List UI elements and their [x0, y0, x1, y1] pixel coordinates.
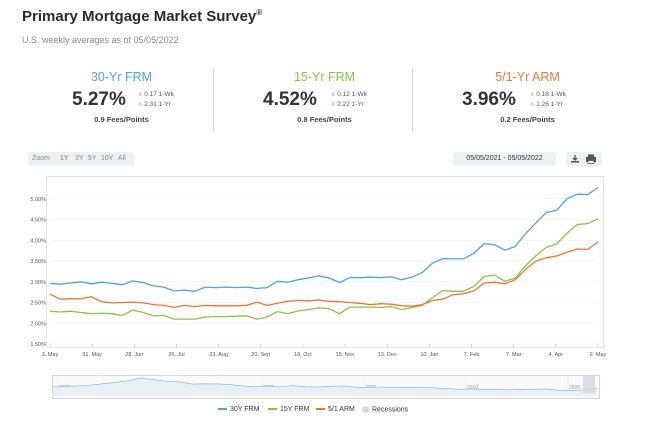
x-tick-label: 4. Apr [549, 352, 564, 358]
up-arrow-icon: ∧ [530, 92, 535, 98]
stat-rate: 3.96% [462, 89, 516, 110]
stat-changes: ∧ 0.18 1-Wk ∧ 1.26 1-Yr [530, 91, 566, 108]
time-navigator[interactable] [52, 375, 600, 399]
y-tick-label: 4.50% [30, 218, 46, 224]
legend-swatch [362, 406, 369, 413]
divider [213, 68, 214, 132]
stat-fees: 0.9 Fees/Points [94, 115, 149, 124]
stat-fees: 0.8 Fees/Points [297, 115, 352, 124]
export-buttons [566, 152, 602, 166]
x-tick-label: 7. Mar [506, 352, 522, 358]
x-tick-label: 31. May [82, 352, 102, 358]
page-subtitle: U.S. weekly averages as of 05/05/2022 [22, 35, 179, 45]
x-tick-label: 13. Dec [378, 352, 397, 358]
up-arrow-icon: ∧ [138, 102, 143, 108]
stat-15yr: 15-Yr FRM 4.52% ∧ 0.12 1-Wk ∧ 2.22 1-Yr … [223, 68, 426, 134]
zoom-label: Zoom [32, 155, 50, 162]
legend-swatch [268, 408, 277, 411]
stat-name: 30-Yr FRM [90, 70, 153, 84]
rate-summary: 30-Yr FRM 5.27% ∧ 0.17 1-Wk ∧ 2.31 1-Yr … [20, 68, 630, 136]
x-tick-label: 20. Sep [251, 352, 270, 358]
zoom-option-5y[interactable]: 5Y [88, 155, 97, 162]
legend-swatch [316, 408, 325, 411]
y-tick-label: 4.00% [30, 238, 46, 244]
stat-arm: 5/1-Yr ARM 3.96% ∧ 0.18 1-Wk ∧ 1.26 1-Yr… [426, 68, 629, 134]
y-tick-label: 1.50% [30, 342, 46, 348]
zoom-option-3y[interactable]: 3Y [75, 155, 84, 162]
x-tick-label: 18. Oct [294, 352, 312, 358]
download-icon[interactable] [571, 155, 579, 163]
up-arrow-icon: ∧ [530, 102, 535, 108]
x-tick-label: 7. Feb [464, 352, 480, 358]
date-range-input[interactable]: 05/05/2021 - 05/05/2022 [453, 152, 556, 166]
up-arrow-icon: ∧ [138, 92, 143, 98]
stat-name: 5/1-Yr ARM [495, 70, 560, 84]
legend-item-arm[interactable]: 5/1 ARM [316, 406, 355, 413]
x-tick-label: 15. Nov [336, 352, 355, 358]
x-tick-label: 3. May [42, 352, 59, 358]
y-tick-label: 3.50% [30, 259, 46, 265]
x-tick-label: 28. Jun [125, 352, 143, 358]
y-tick-label: 3.00% [30, 280, 46, 286]
chart-legend: 30Y FRM 15Y FRM 5/1 ARM Recessions [210, 406, 440, 418]
zoom-option-all[interactable]: All [118, 155, 126, 162]
stat-changes: ∧ 0.12 1-Wk ∧ 2.22 1-Yr [331, 91, 367, 108]
export-icons-svg [571, 154, 596, 164]
x-tick-label: 2. May [590, 352, 607, 358]
x-tick-label: 10. Jan [420, 352, 438, 358]
page-title: Primary Mortgage Market Survey® [22, 8, 263, 25]
x-tick-label: 26. Jul [168, 352, 184, 358]
stat-fees: 0.2 Fees/Points [500, 115, 555, 124]
legend-item-15y[interactable]: 15Y FRM [268, 406, 309, 413]
stat-30yr: 30-Yr FRM 5.27% ∧ 0.17 1-Wk ∧ 2.31 1-Yr … [20, 68, 223, 134]
stat-name: 15-Yr FRM [293, 70, 356, 84]
chart-frame [46, 176, 604, 348]
stat-rate: 4.52% [263, 89, 317, 110]
y-tick-label: 2.00% [30, 321, 46, 327]
stat-rate: 5.27% [72, 89, 126, 110]
zoom-option-10y[interactable]: 10Y [101, 155, 114, 162]
up-arrow-icon: ∧ [331, 92, 336, 98]
zoom-selector: Zoom 1Y 3Y 5Y 10Y All [28, 152, 134, 166]
x-tick-label: 23. Aug [209, 352, 228, 358]
divider [412, 68, 413, 132]
y-tick-label: 2.50% [30, 301, 46, 307]
up-arrow-icon: ∧ [331, 102, 336, 108]
y-tick-label: 5.00% [30, 197, 46, 203]
legend-item-recessions[interactable]: Recessions [362, 406, 408, 413]
print-icon[interactable] [586, 154, 596, 164]
stat-changes: ∧ 0.17 1-Wk ∧ 2.31 1-Yr [138, 91, 174, 108]
legend-swatch [218, 408, 227, 411]
legend-item-30y[interactable]: 30Y FRM [218, 406, 259, 413]
zoom-option-1y[interactable]: 1Y [60, 155, 69, 162]
